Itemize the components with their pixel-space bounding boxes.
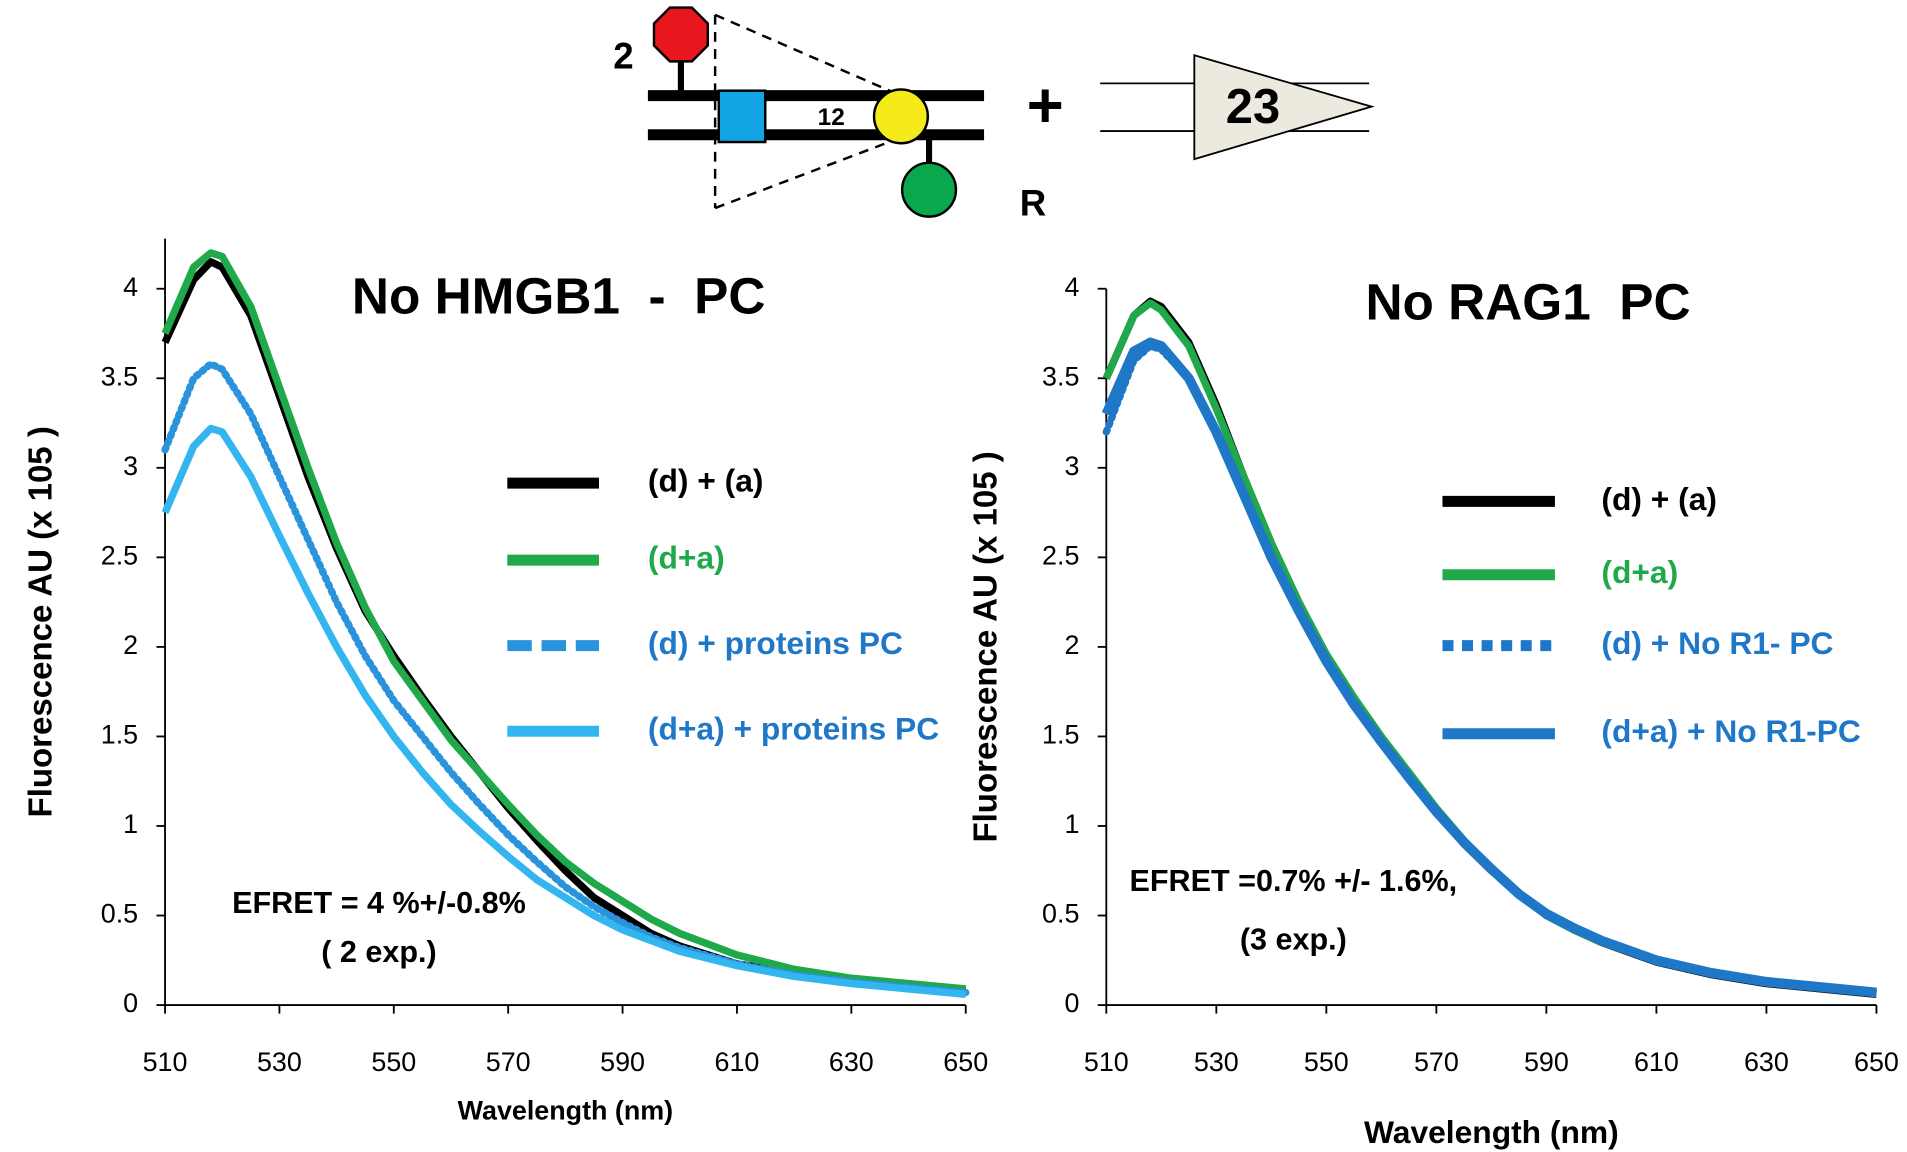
legend-label: (d) + No R1- PC (1601, 625, 1833, 661)
diagram-label: R (1020, 182, 1046, 223)
x-tick-label: 510 (1084, 1047, 1129, 1077)
chart-title: No HMGB1 - PC (352, 267, 765, 324)
legend-label: (d+a) (1601, 554, 1678, 590)
annotation: (3 exp.) (1240, 923, 1347, 957)
series-line (161, 249, 967, 993)
annotation: ( 2 exp.) (321, 935, 436, 969)
y-tick-label: 1 (123, 809, 138, 839)
x-tick-label: 550 (371, 1047, 416, 1077)
diagram-label: 23 (1226, 80, 1280, 134)
x-tick-label: 610 (1634, 1047, 1679, 1077)
legend-label: (d) + (a) (1601, 481, 1717, 517)
chart-title: No RAG1 PC (1365, 273, 1690, 330)
y-tick-label: 0.5 (1042, 899, 1079, 929)
y-tick-label: 1.5 (101, 720, 138, 750)
diagram-label: 2 (613, 36, 633, 77)
yellow-circle (872, 88, 930, 145)
y-tick-label: 0.5 (101, 899, 138, 929)
octagon (652, 6, 710, 63)
y-tick-label: 2 (123, 630, 138, 660)
x-tick-label: 570 (1414, 1047, 1459, 1077)
square (717, 89, 767, 144)
y-tick-label: 1.5 (1042, 720, 1079, 750)
y-tick-label: 3 (1064, 451, 1079, 481)
x-tick-label: 590 (1524, 1047, 1569, 1077)
y-tick-label: 2 (1064, 630, 1079, 660)
series-line (161, 424, 967, 998)
y-axis-label: Fluorescence AU (x 105 ) (966, 451, 1003, 842)
legend-label: (d) + (a) (648, 462, 764, 498)
x-tick-label: 630 (1744, 1047, 1789, 1077)
x-axis-label: Wavelength (nm) (458, 1096, 673, 1126)
y-axis-label: Fluorescence AU (x 105 ) (22, 426, 59, 817)
green-circle (900, 161, 958, 218)
x-tick-label: 570 (486, 1047, 531, 1077)
y-tick-label: 3.5 (101, 361, 138, 391)
diagram-label: 12 (818, 104, 845, 131)
x-tick-label: 530 (257, 1047, 302, 1077)
legend-label: (d+a) + proteins PC (648, 711, 939, 747)
x-tick-label: 610 (715, 1047, 760, 1077)
y-tick-label: 4 (123, 272, 138, 302)
x-tick-label: 650 (943, 1047, 988, 1077)
dashed-line (714, 139, 893, 210)
x-tick-label: 530 (1194, 1047, 1239, 1077)
diagram-label: + (1027, 70, 1064, 141)
x-axis-label: Wavelength (nm) (1364, 1114, 1619, 1150)
y-tick-label: 3 (123, 451, 138, 481)
x-tick-label: 590 (600, 1047, 645, 1077)
y-tick-label: 0 (123, 988, 138, 1018)
y-tick-label: 0 (1064, 988, 1079, 1018)
series-line (1101, 337, 1877, 998)
legend-label: (d+a) (648, 539, 725, 575)
diagram (647, 6, 1375, 218)
x-tick-label: 510 (143, 1047, 188, 1077)
dashed-line (714, 13, 893, 94)
y-tick-label: 1 (1064, 809, 1079, 839)
y-tick-label: 4 (1064, 272, 1079, 302)
x-tick-label: 650 (1854, 1047, 1899, 1077)
y-tick-label: 2.5 (1042, 540, 1079, 570)
x-tick-label: 550 (1304, 1047, 1349, 1077)
y-tick-label: 3.5 (1042, 361, 1079, 391)
arrow-head (1193, 54, 1375, 161)
annotation: EFRET =0.7% +/- 1.6%, (1130, 864, 1458, 898)
x-tick-label: 630 (829, 1047, 874, 1077)
legend-label: (d+a) + No R1-PC (1601, 713, 1861, 749)
annotation: EFRET = 4 %+/-0.8% (232, 886, 526, 920)
y-tick-label: 2.5 (101, 540, 138, 570)
legend-label: (d) + proteins PC (648, 625, 903, 661)
